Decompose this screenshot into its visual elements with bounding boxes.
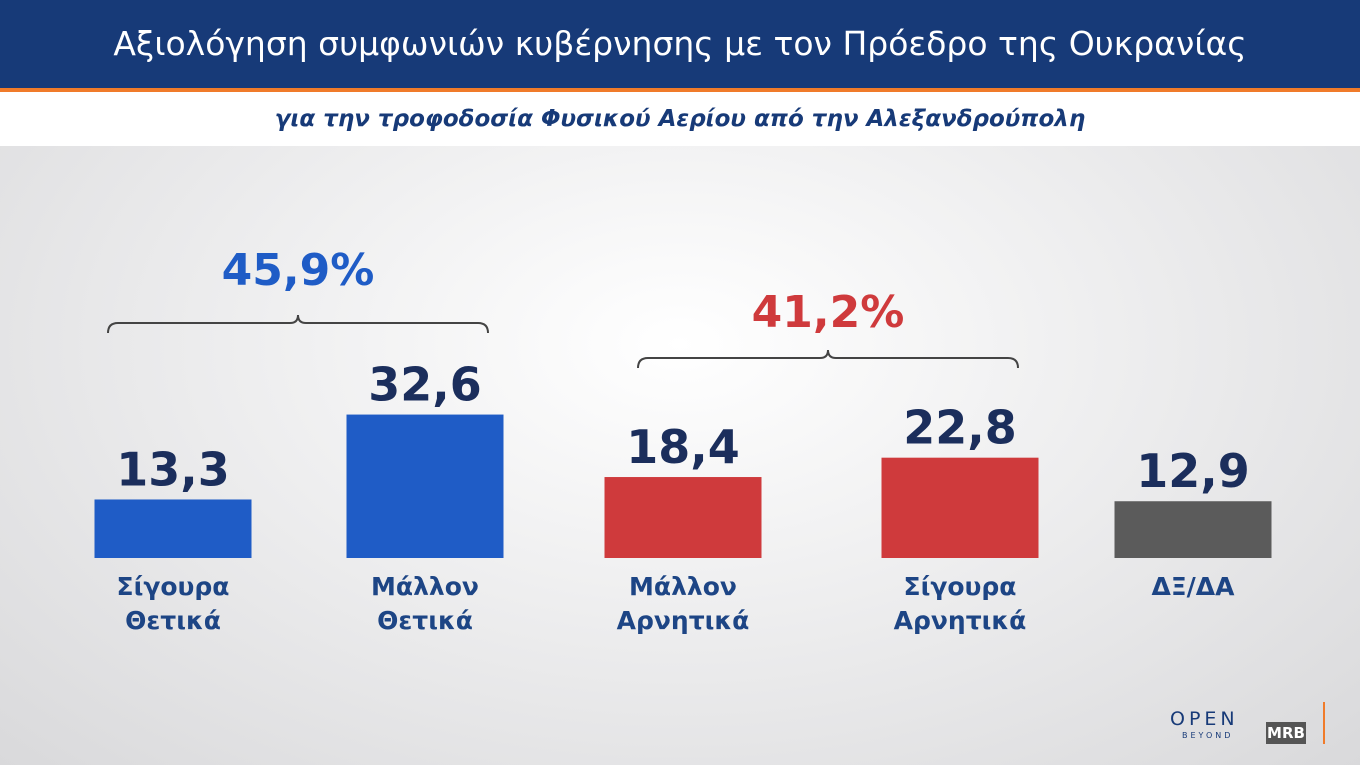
accent-rule <box>0 88 1360 92</box>
logo-divider <box>1323 702 1325 744</box>
group-total: 45,9% <box>222 245 375 296</box>
value-label: 18,4 <box>626 420 740 474</box>
header-band <box>0 0 1360 88</box>
bar <box>604 477 762 558</box>
channel-logo: OPEN <box>1170 708 1239 730</box>
bar <box>346 414 504 558</box>
bar <box>94 499 252 558</box>
channel-tagline: BEYOND <box>1182 731 1234 740</box>
title: Αξιολόγηση συμφωνιών κυβέρνησης με τον Π… <box>113 24 1247 63</box>
bar <box>1114 501 1272 558</box>
subtitle: για την τροφοδοσία Φυσικού Αερίου από τη… <box>0 92 1360 146</box>
bracket <box>637 349 1019 369</box>
pollster-logo: MRB <box>1266 722 1306 744</box>
value-label: 12,9 <box>1136 444 1250 498</box>
bracket <box>107 314 489 334</box>
category-label: Σίγουρα Αρνητικά <box>893 572 1027 635</box>
category-label: ΔΞ/ΔΑ <box>1151 572 1235 601</box>
value-label: 22,8 <box>903 401 1017 455</box>
group-total: 41,2% <box>752 287 905 338</box>
category-label: Σίγουρα Θετικά <box>116 572 230 635</box>
value-label: 32,6 <box>368 358 482 412</box>
category-label: Μάλλον Αρνητικά <box>616 572 750 635</box>
value-label: 13,3 <box>116 442 230 496</box>
bar <box>881 457 1039 558</box>
category-label: Μάλλον Θετικά <box>371 572 479 635</box>
